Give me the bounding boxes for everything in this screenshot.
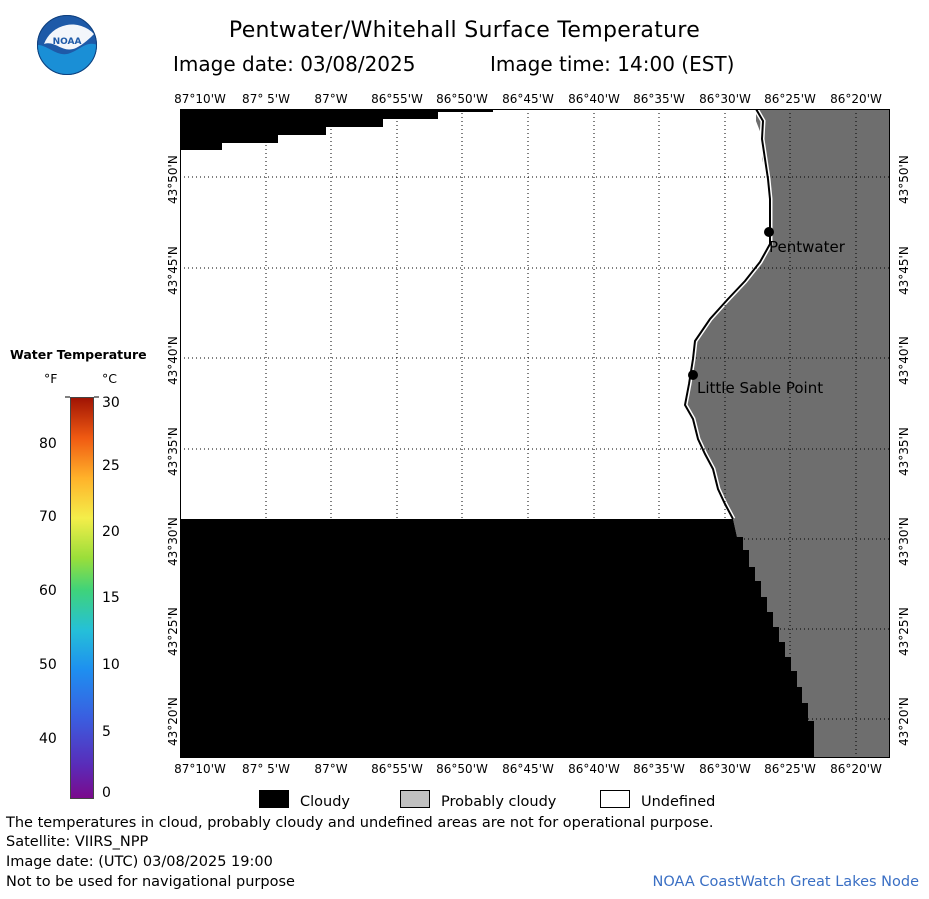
lat-label: 43°35'N <box>166 427 180 476</box>
c-tick-label: 10 <box>102 657 120 673</box>
place-label-little-sable-point: Little Sable Point <box>697 379 824 397</box>
little-sable-point-marker <box>688 370 698 380</box>
cloud-area-top <box>180 109 493 150</box>
legend-swatch-undefined <box>600 790 630 808</box>
lon-label: 87°10'W <box>174 762 226 776</box>
c-tick-label: 20 <box>102 524 120 540</box>
lon-label: 86°30'W <box>699 762 751 776</box>
page-title: Pentwater/Whitehall Surface Temperature <box>228 18 701 43</box>
legend-swatch-cloudy <box>259 790 289 808</box>
lon-label: 87°W <box>314 762 348 776</box>
lon-label: 86°35'W <box>633 762 685 776</box>
lon-label: 86°25'W <box>764 762 816 776</box>
lat-label: 43°45'N <box>897 246 911 295</box>
lon-label: 86°50'W <box>436 92 488 106</box>
lon-label: 86°35'W <box>633 92 685 106</box>
lon-label: 87° 5'W <box>242 92 290 106</box>
f-tick-label: 80 <box>39 436 57 452</box>
lat-label: 43°25'N <box>897 607 911 656</box>
lon-label: 86°55'W <box>371 92 423 106</box>
footer-credit: NOAA CoastWatch Great Lakes Node <box>652 874 919 890</box>
lat-label: 43°45'N <box>166 246 180 295</box>
c-tick-label: 15 <box>102 590 120 606</box>
footer-disclaimer: The temperatures in cloud, probably clou… <box>6 815 714 831</box>
coastline <box>683 108 771 520</box>
noaa-logo-text: NOAA <box>53 37 82 47</box>
lat-label: 43°20'N <box>166 697 180 746</box>
place-label-pentwater: Pentwater <box>769 238 845 256</box>
legend-label-probably-cloudy: Probably cloudy <box>441 794 557 810</box>
map-panel <box>180 107 890 758</box>
c-tick-label: 0 <box>102 785 111 801</box>
c-tick-label: 25 <box>102 458 120 474</box>
image-time: Image time: 14:00 (EST) <box>490 52 735 76</box>
lon-label: 86°50'W <box>436 762 488 776</box>
lat-label: 43°50'N <box>897 155 911 204</box>
c-tick-label: 5 <box>102 724 111 740</box>
lon-label: 86°45'W <box>502 762 554 776</box>
f-tick-label: 70 <box>39 509 57 525</box>
lat-label: 43°40'N <box>166 336 180 385</box>
f-tick-label: 40 <box>39 731 57 747</box>
footer-navigation-warning: Not to be used for navigational purpose <box>6 874 295 890</box>
colorbar <box>70 397 94 799</box>
lon-label: 87°W <box>314 92 348 106</box>
f-tick-label: 60 <box>39 583 57 599</box>
lon-label: 87°10'W <box>174 92 226 106</box>
lon-label: 86°40'W <box>568 762 620 776</box>
colorbar-unit-f: °F <box>44 371 58 386</box>
lat-label: 43°40'N <box>897 336 911 385</box>
map-frame <box>180 109 890 758</box>
lat-label: 43°35'N <box>897 427 911 476</box>
lon-label: 86°55'W <box>371 762 423 776</box>
colorbar-ticks <box>65 396 99 398</box>
lat-label: 43°50'N <box>166 155 180 204</box>
lon-label: 87° 5'W <box>242 762 290 776</box>
footer-utc-date: Image date: (UTC) 03/08/2025 19:00 <box>6 854 273 870</box>
colorbar-unit-c: °C <box>102 371 117 386</box>
cloud-area-bottom <box>180 519 814 758</box>
land-area <box>685 109 890 758</box>
noaa-logo: NOAA <box>36 14 98 76</box>
legend-label-cloudy: Cloudy <box>300 794 350 810</box>
lat-label: 43°30'N <box>166 517 180 566</box>
lon-label: 86°25'W <box>764 92 816 106</box>
legend-label-undefined: Undefined <box>641 794 716 810</box>
lat-label: 43°25'N <box>166 607 180 656</box>
f-tick-label: 50 <box>39 657 57 673</box>
legend-swatch-probably-cloudy <box>400 790 430 808</box>
lat-label: 43°20'N <box>897 697 911 746</box>
pentwater-marker <box>764 227 774 237</box>
image-date: Image date: 03/08/2025 <box>173 52 416 76</box>
graticule <box>180 109 890 758</box>
lon-label: 86°20'W <box>830 762 882 776</box>
lat-label: 43°30'N <box>897 517 911 566</box>
lon-label: 86°20'W <box>830 92 882 106</box>
footer-satellite: Satellite: VIIRS_NPP <box>6 834 149 850</box>
lon-label: 86°45'W <box>502 92 554 106</box>
map-svg <box>180 107 890 758</box>
lon-label: 86°40'W <box>568 92 620 106</box>
colorbar-title: Water Temperature <box>10 347 147 362</box>
c-tick-label: 30 <box>102 395 120 411</box>
lon-label: 86°30'W <box>699 92 751 106</box>
